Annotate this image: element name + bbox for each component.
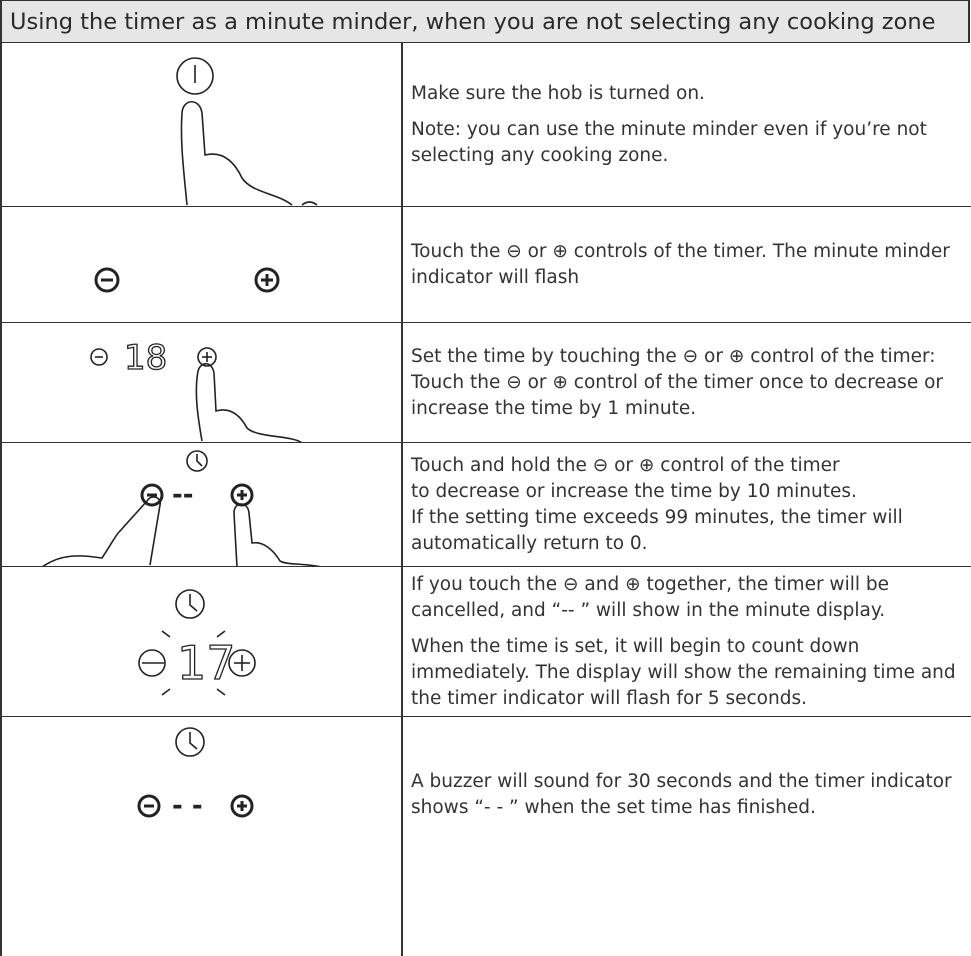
step-row: -- Touch and hold the ⊖ or ⊕ control of … bbox=[0, 443, 971, 567]
step-text: Set the time by touching the ⊖ or ⊕ cont… bbox=[411, 323, 967, 442]
display: -- bbox=[172, 480, 194, 510]
step-row: Touch the ⊖ or ⊕ controls of the timer. … bbox=[0, 207, 971, 323]
step-text: Make sure the hob is turned on. Note: yo… bbox=[411, 43, 967, 206]
paragraph: Touch and hold the ⊖ or ⊕ control of the… bbox=[411, 454, 840, 476]
step-text: Touch the ⊖ or ⊕ controls of the timer. … bbox=[411, 207, 967, 322]
paragraph: Note: you can use the minute minder even… bbox=[411, 118, 927, 166]
paragraph: to decrease or increase the time by 10 m… bbox=[411, 480, 857, 502]
illustration: -- bbox=[42, 443, 403, 566]
illustration: 17 bbox=[138, 567, 403, 716]
paragraph: Touch the ⊖ or ⊕ controls of the timer. … bbox=[411, 240, 950, 288]
table-header: Using the timer as a minute minder, when… bbox=[0, 0, 970, 43]
paragraph: A buzzer will sound for 30 seconds and t… bbox=[411, 771, 952, 818]
display: 18 bbox=[124, 338, 167, 378]
paragraph: Set the time by touching the ⊖ or ⊕ cont… bbox=[411, 345, 944, 419]
paragraph: If the setting time exceeds 99 minutes, … bbox=[411, 506, 903, 554]
step-row: Make sure the hob is turned on. Note: yo… bbox=[0, 43, 971, 207]
step-row: - - A buzzer will sound for 30 seconds a… bbox=[0, 717, 971, 956]
step-text: Touch and hold the ⊖ or ⊕ control of the… bbox=[411, 443, 967, 566]
display: - - bbox=[172, 791, 203, 821]
step-text: If you touch the ⊖ and ⊕ together, the t… bbox=[411, 567, 967, 716]
paragraph: Make sure the hob is turned on. bbox=[411, 82, 705, 104]
step-text: A buzzer will sound for 30 seconds and t… bbox=[411, 717, 967, 956]
step-row: 18 Set the time by touching the ⊖ or ⊕ c… bbox=[0, 323, 971, 443]
paragraph: When the time is set, it will begin to c… bbox=[411, 635, 956, 709]
display: 17 bbox=[177, 636, 236, 690]
illustration bbox=[94, 207, 403, 322]
paragraph: If you touch the ⊖ and ⊕ together, the t… bbox=[411, 573, 889, 621]
illustration: - - bbox=[137, 717, 403, 956]
step-row: 17 If you touch the ⊖ and ⊕ together, th… bbox=[0, 567, 971, 717]
illustration: 18 bbox=[90, 323, 403, 442]
illustration bbox=[176, 43, 403, 206]
